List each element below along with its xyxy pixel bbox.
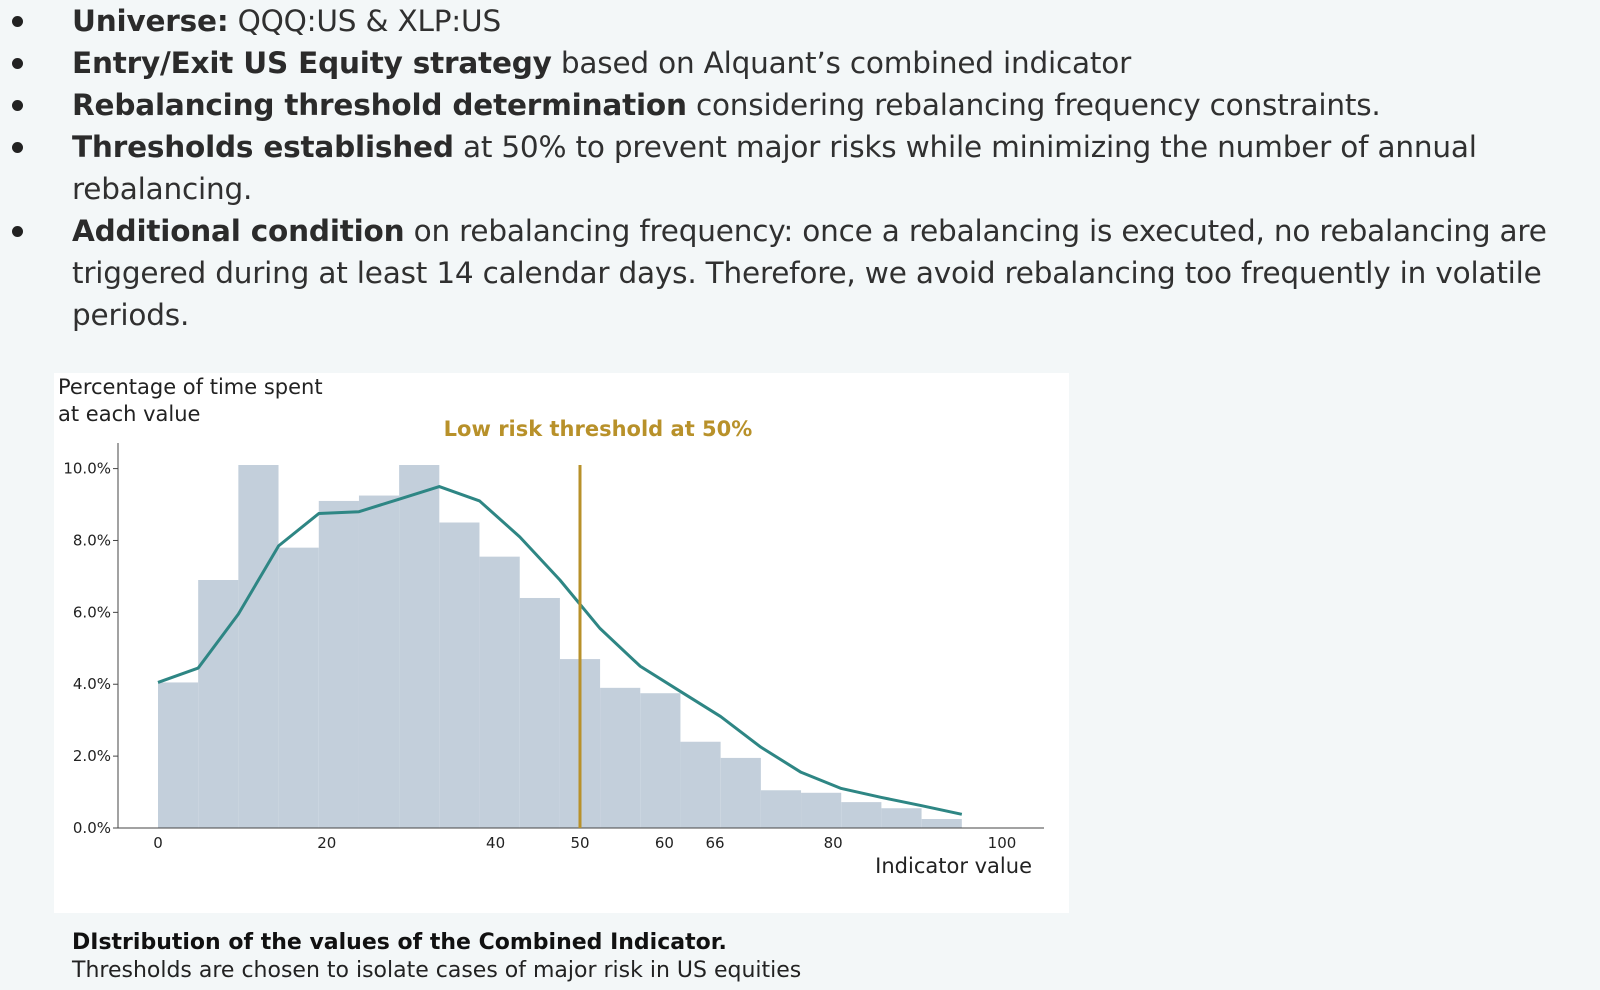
bullet-text: at 50% to prevent major risks while mini… <box>72 130 1477 206</box>
bullet-dot-icon <box>12 100 23 111</box>
bullet-dot-icon <box>12 142 23 153</box>
x-tick-label: 50 <box>570 834 589 852</box>
histogram-bar <box>399 465 440 828</box>
density-line <box>157 485 963 816</box>
x-tick-label: 80 <box>824 834 843 852</box>
histogram-bar <box>158 682 199 828</box>
bullet-item: Additional condition on rebalancing freq… <box>0 210 1600 336</box>
histogram-bar <box>479 556 520 828</box>
bullet-text: based on Alquant’s combined indicator <box>551 46 1132 80</box>
bullet-text: on rebalancing frequency: once a rebalan… <box>72 214 1547 332</box>
distribution-chart: 0.0% 2.0% 4.0% 6.0% 8.0% 10.0% 0 20 40 50 60 66 80 10… <box>58 375 1044 878</box>
bullet-list: Universe: QQQ:US & XLP:US Entry/Exit US E… <box>0 0 1600 336</box>
histogram-bar <box>801 792 842 828</box>
x-tick-label: 0 <box>153 834 163 852</box>
histogram-bar <box>640 693 681 828</box>
y-tick-label: 6.0% <box>73 603 111 621</box>
bullet-item: Entry/Exit US Equity strategy based on A… <box>0 42 1600 84</box>
histogram-bar <box>600 687 641 828</box>
histogram-bar <box>760 790 802 828</box>
bullet-heading: Rebalancing threshold determination <box>72 88 687 122</box>
x-tick-label: 66 <box>705 834 724 852</box>
caption-title: DIstribution of the values of the Combin… <box>72 930 727 955</box>
bullet-dot-icon <box>12 16 23 27</box>
y-axis-label-line2: at each value <box>58 402 200 426</box>
bullet-dot-icon <box>12 226 23 237</box>
bullet-dot-icon <box>12 58 23 69</box>
bullet-heading: Thresholds established <box>72 130 454 164</box>
bullet-item: Thresholds established at 50% to prevent… <box>0 126 1600 210</box>
x-tick-label: 40 <box>486 834 505 852</box>
histogram-bar <box>720 757 761 828</box>
histogram-bar <box>358 495 400 828</box>
histogram-bar <box>439 522 480 828</box>
y-tick-label: 0.0% <box>73 819 111 837</box>
bullet-heading: Additional condition <box>72 214 405 248</box>
bullet-text: considering rebalancing frequency constr… <box>686 88 1381 122</box>
y-axis-label-line1: Percentage of time spent <box>58 375 323 399</box>
y-tick-label: 4.0% <box>73 675 111 693</box>
x-tick-label: 100 <box>988 834 1017 852</box>
histogram-bar <box>881 808 922 828</box>
bullet-heading: Universe: <box>72 4 229 38</box>
x-axis-label: Indicator value <box>875 854 1032 878</box>
x-tick-label: 60 <box>655 834 674 852</box>
y-tick-label: 10.0% <box>63 460 111 478</box>
threshold-label: Low risk threshold at 50% <box>444 417 753 441</box>
y-tick-label: 2.0% <box>73 747 111 765</box>
x-tick-label: 20 <box>317 834 336 852</box>
histogram-bar <box>921 819 962 828</box>
chart-panel: 0.0% 2.0% 4.0% 6.0% 8.0% 10.0% 0 20 40 50 60 66 80 10… <box>54 373 1069 913</box>
figure-caption: DIstribution of the values of the Combin… <box>72 929 1272 985</box>
bullet-heading: Entry/Exit US Equity strategy <box>72 46 552 80</box>
histogram-bar <box>841 802 882 828</box>
y-tick-label: 8.0% <box>73 531 111 549</box>
bullet-item: Universe: QQQ:US & XLP:US <box>0 0 1600 42</box>
bullet-item: Rebalancing threshold determination cons… <box>0 84 1600 126</box>
histogram-bar <box>680 741 721 828</box>
bullet-text: QQQ:US & XLP:US <box>228 4 502 38</box>
histogram-bar <box>278 547 319 828</box>
histogram-bar <box>318 500 359 828</box>
histogram-bar <box>519 597 560 828</box>
caption-subtitle: Thresholds are chosen to isolate cases o… <box>72 958 802 983</box>
histogram-bar <box>198 580 239 828</box>
histogram-bar <box>238 465 279 828</box>
